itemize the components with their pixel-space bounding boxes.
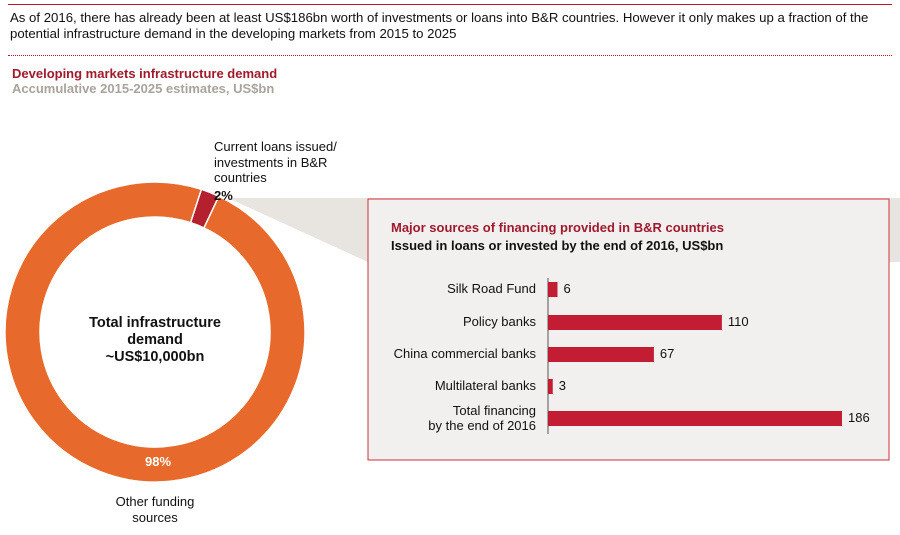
bar-3 (548, 379, 553, 394)
donut-subtitle: Accumulative 2015-2025 estimates, US$bn (12, 81, 275, 96)
bar-chart-title: Major sources of financing provided in B… (391, 220, 724, 235)
bar-value-label-2: 67 (659, 346, 675, 361)
bar-category-label-3: Multilateral banks (336, 378, 536, 393)
slice-value-current-loans: 2% (214, 188, 233, 203)
bar-category-label-2: China commercial banks (336, 346, 536, 361)
bar-category-label-0: Silk Road Fund (336, 281, 536, 296)
slice-label-other-sources: Other funding sources (90, 494, 220, 526)
bar-category-line: Total financing (452, 402, 536, 418)
other-label-line-2: sources (132, 510, 178, 525)
bar-4 (548, 411, 842, 426)
bar-value-label-3: 3 (558, 378, 566, 393)
bar-category-label-1: Policy banks (336, 314, 536, 329)
center-line-1: Total infrastructure (89, 315, 221, 331)
bar-category-line: Multilateral banks (434, 378, 536, 393)
slice-value-other-sources: 98% (144, 454, 172, 469)
donut-chart (4, 181, 306, 483)
bar-value-label-4: 186 (848, 410, 870, 425)
slice-label-line-2: investments in B&R (214, 154, 328, 170)
bar-category-label-4: Total financing by the end of 2016 (336, 403, 536, 433)
slice-label-line-3: countries (214, 170, 267, 185)
bar-category-line: Silk Road Fund (447, 281, 536, 296)
slice-label-line-1: Current loans issued/ (214, 139, 337, 154)
bar-category-line: Policy banks (463, 314, 536, 329)
bar-2 (548, 347, 654, 362)
slice-label-current-loans: Current loans issued/ investments in B&R… (214, 139, 364, 186)
center-line-3: ~US$10,000bn (105, 349, 205, 365)
headline: As of 2016, there has already been at le… (10, 10, 869, 41)
bar-category-line: China commercial banks (393, 346, 536, 361)
bar-chart-subtitle: Issued in loans or invested by the end o… (391, 238, 724, 253)
bar-chart (548, 282, 842, 426)
bar-1 (548, 315, 722, 330)
top-rule (8, 4, 892, 5)
bar-value-label-1: 110 (727, 314, 749, 329)
donut-title: Developing markets infrastructure demand (12, 66, 278, 81)
dotted-divider (8, 55, 892, 56)
bar-0 (548, 282, 558, 297)
center-line-2: demand (127, 332, 183, 348)
bar-category-line: by the end of 2016 (428, 417, 536, 433)
donut-slice-other-sources (4, 181, 306, 483)
other-label-line-1: Other funding (115, 494, 195, 509)
donut-center-label: Total infrastructure demand ~US$10,000bn (70, 315, 240, 366)
bar-value-label-0: 6 (563, 281, 571, 296)
